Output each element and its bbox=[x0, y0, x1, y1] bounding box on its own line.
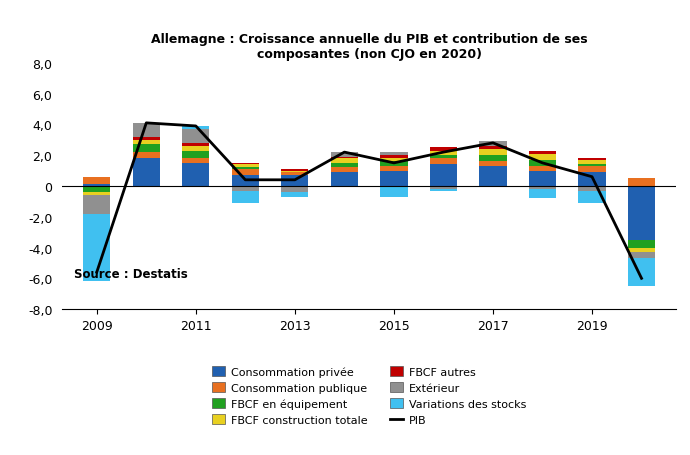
Text: Source : Destatis: Source : Destatis bbox=[75, 268, 188, 280]
Bar bbox=[182, 130, 210, 144]
Title: Allemagne : Croissance annuelle du PIB et contribution de ses
composantes (non C: Allemagne : Croissance annuelle du PIB e… bbox=[151, 33, 587, 61]
Bar bbox=[282, 173, 308, 176]
Bar bbox=[132, 153, 160, 159]
Bar bbox=[529, 167, 556, 171]
Bar bbox=[282, 171, 308, 173]
Bar bbox=[529, 190, 556, 199]
Bar bbox=[628, 259, 655, 286]
Bar bbox=[529, 154, 556, 161]
Bar bbox=[480, 147, 506, 150]
Bar bbox=[232, 176, 259, 187]
Bar bbox=[83, 185, 110, 187]
Bar bbox=[578, 165, 606, 167]
Bar bbox=[480, 156, 506, 162]
Bar bbox=[83, 187, 110, 193]
Bar bbox=[430, 187, 457, 190]
Bar bbox=[182, 147, 210, 151]
Bar bbox=[331, 168, 358, 173]
Bar bbox=[182, 126, 210, 130]
Bar bbox=[480, 162, 506, 167]
Bar bbox=[430, 151, 457, 156]
Bar bbox=[182, 144, 210, 147]
Bar bbox=[331, 153, 358, 157]
Bar bbox=[578, 161, 606, 165]
Bar bbox=[380, 171, 408, 187]
Bar bbox=[628, 253, 655, 259]
Bar bbox=[83, 196, 110, 214]
Bar bbox=[232, 191, 259, 203]
Legend: Consommation privée, Consommation publique, FBCF en équipement, FBCF constructio: Consommation privée, Consommation publiq… bbox=[212, 367, 526, 425]
Bar bbox=[430, 190, 457, 191]
Bar bbox=[380, 156, 408, 159]
Bar bbox=[132, 137, 160, 141]
Bar bbox=[331, 173, 358, 187]
Bar bbox=[232, 168, 259, 170]
Bar bbox=[132, 124, 160, 137]
Bar bbox=[430, 156, 457, 159]
Bar bbox=[282, 193, 308, 197]
Bar bbox=[232, 170, 259, 176]
Bar bbox=[529, 171, 556, 187]
Bar bbox=[480, 142, 506, 147]
Bar bbox=[232, 165, 259, 168]
Bar bbox=[380, 187, 408, 197]
Bar bbox=[578, 191, 606, 203]
Bar bbox=[182, 151, 210, 159]
Bar bbox=[628, 179, 655, 187]
Bar bbox=[132, 159, 160, 187]
Bar bbox=[282, 170, 308, 171]
Bar bbox=[132, 145, 160, 153]
Bar bbox=[578, 187, 606, 191]
Bar bbox=[380, 167, 408, 171]
Bar bbox=[380, 162, 408, 167]
Bar bbox=[529, 187, 556, 190]
Bar bbox=[232, 187, 259, 191]
Bar bbox=[182, 159, 210, 163]
Bar bbox=[331, 157, 358, 159]
Bar bbox=[480, 167, 506, 187]
Bar bbox=[380, 159, 408, 162]
Bar bbox=[430, 159, 457, 165]
Bar bbox=[578, 159, 606, 161]
Bar bbox=[578, 173, 606, 187]
Bar bbox=[182, 163, 210, 187]
Bar bbox=[232, 163, 259, 165]
Bar bbox=[628, 240, 655, 248]
Bar bbox=[83, 177, 110, 185]
Bar bbox=[331, 159, 358, 163]
Bar bbox=[628, 187, 655, 240]
Bar bbox=[578, 167, 606, 173]
Bar bbox=[529, 151, 556, 154]
Bar bbox=[480, 150, 506, 156]
Bar bbox=[331, 163, 358, 168]
Bar bbox=[430, 148, 457, 151]
Bar bbox=[282, 187, 308, 193]
Bar bbox=[132, 141, 160, 145]
Bar bbox=[480, 187, 506, 188]
Bar bbox=[83, 193, 110, 196]
Bar bbox=[282, 176, 308, 187]
Bar bbox=[529, 161, 556, 167]
Bar bbox=[628, 248, 655, 253]
Bar bbox=[380, 153, 408, 156]
Bar bbox=[430, 165, 457, 187]
Bar bbox=[83, 214, 110, 282]
